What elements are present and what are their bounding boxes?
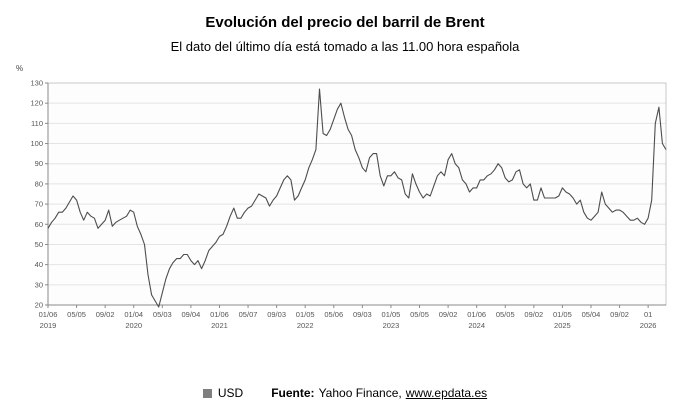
svg-text:01/06: 01/06 (39, 310, 58, 319)
svg-text:70: 70 (35, 200, 43, 209)
chart-header: Evolución del precio del barril de Brent… (0, 0, 690, 54)
svg-text:2019: 2019 (40, 321, 57, 330)
chart-footer: USD Fuente: Yahoo Finance, www.epdata.es (0, 386, 690, 400)
svg-text:20: 20 (35, 301, 43, 310)
svg-text:09/02: 09/02 (96, 310, 115, 319)
svg-text:01/06: 01/06 (467, 310, 486, 319)
svg-text:2022: 2022 (297, 321, 314, 330)
svg-text:09/02: 09/02 (439, 310, 458, 319)
svg-text:01/05: 01/05 (296, 310, 315, 319)
source-link[interactable]: www.epdata.es (405, 386, 488, 400)
svg-text:2021: 2021 (211, 321, 228, 330)
svg-text:05/04: 05/04 (582, 310, 601, 319)
svg-text:09/04: 09/04 (181, 310, 200, 319)
svg-text:60: 60 (35, 220, 43, 229)
svg-text:09/02: 09/02 (524, 310, 543, 319)
svg-text:05/06: 05/06 (324, 310, 343, 319)
svg-text:09/03: 09/03 (353, 310, 372, 319)
svg-text:05/05: 05/05 (410, 310, 429, 319)
chart-area: 20 30 40 50 60 70 80 90 100 110 120 130 01/06 2019 05/… (14, 75, 676, 341)
svg-text:2026: 2026 (640, 321, 657, 330)
svg-text:01/05: 01/05 (553, 310, 572, 319)
page-subtitle: El dato del último día está tomado a las… (170, 39, 520, 54)
svg-text:120: 120 (30, 99, 43, 108)
svg-text:100: 100 (30, 139, 43, 148)
svg-text:2020: 2020 (125, 321, 142, 330)
svg-text:2024: 2024 (468, 321, 485, 330)
svg-text:130: 130 (30, 79, 43, 88)
svg-text:2025: 2025 (554, 321, 571, 330)
svg-text:90: 90 (35, 159, 43, 168)
svg-text:2023: 2023 (383, 321, 400, 330)
svg-text:01/05: 01/05 (382, 310, 401, 319)
legend-label-usd: USD (217, 386, 244, 400)
svg-text:30: 30 (35, 280, 43, 289)
svg-text:05/03: 05/03 (153, 310, 172, 319)
brent-line-chart: 20 30 40 50 60 70 80 90 100 110 120 130 01/06 2019 05/… (30, 79, 667, 330)
svg-text:50: 50 (35, 240, 43, 249)
legend: USD (202, 386, 244, 400)
svg-text:05/05: 05/05 (67, 310, 86, 319)
svg-text:40: 40 (35, 260, 43, 269)
source-text: Yahoo Finance, (318, 386, 402, 400)
page-title: Evolución del precio del barril de Brent (205, 14, 485, 31)
source-attribution: Fuente: Yahoo Finance, www.epdata.es (271, 386, 487, 400)
svg-text:05/07: 05/07 (239, 310, 258, 319)
svg-text:01: 01 (644, 310, 652, 319)
svg-text:110: 110 (31, 119, 43, 128)
y-axis-unit-label: % (16, 64, 24, 73)
legend-swatch-usd (202, 388, 212, 398)
svg-text:01/06: 01/06 (210, 310, 229, 319)
svg-text:80: 80 (35, 179, 43, 188)
source-label: Fuente: (271, 386, 315, 400)
svg-text:01/04: 01/04 (124, 310, 143, 319)
svg-text:09/03: 09/03 (267, 310, 286, 319)
svg-text:09/02: 09/02 (610, 310, 629, 319)
svg-text:05/05: 05/05 (496, 310, 515, 319)
